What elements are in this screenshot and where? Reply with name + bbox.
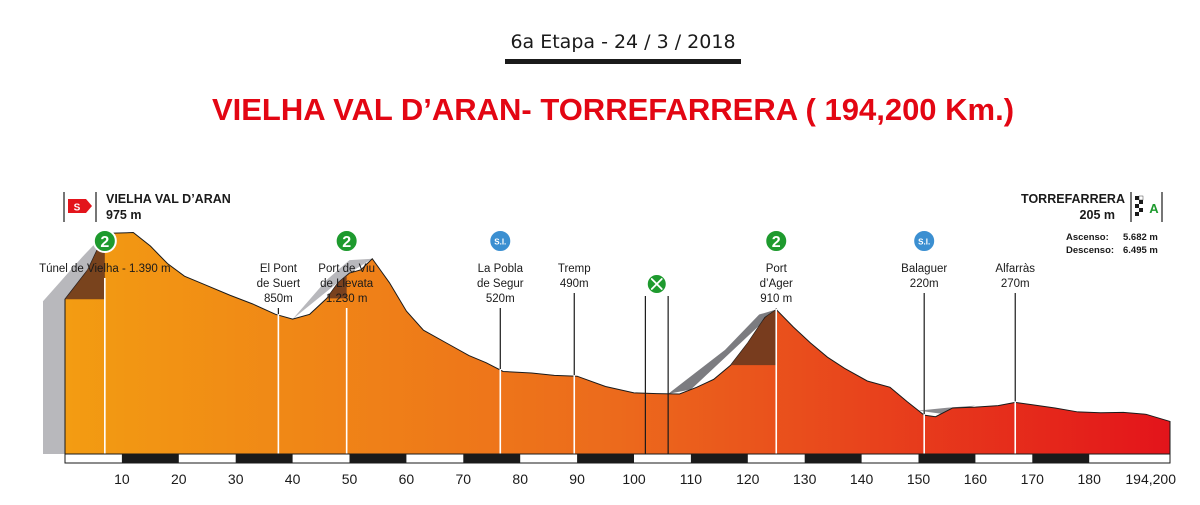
sprint-label: S.I. — [494, 238, 506, 247]
km-axis-segment — [1032, 454, 1090, 463]
descent-label: Descenso: — [1066, 245, 1114, 256]
category-2-climb-icon — [92, 229, 117, 253]
km-tick-label: 50 — [342, 471, 358, 487]
km-tick-label: 110 — [680, 471, 703, 487]
waypoint-label: 850m — [264, 293, 293, 305]
km-tick-label: 90 — [569, 471, 585, 487]
waypoint-label: 220m — [910, 278, 939, 290]
waypoint-label: 270m — [1001, 278, 1030, 290]
finish-chequered-flag-icon — [1135, 195, 1144, 216]
ascent-label: Ascenso: — [1066, 232, 1109, 243]
intermediate-sprint-icon — [488, 229, 513, 253]
finish-altitude: 205 m — [1080, 208, 1115, 222]
start-altitude: 975 m — [106, 208, 141, 222]
finish-block: TORREFARRERA 205 m A Ascenso: 5.682 m De… — [1021, 192, 1163, 256]
finish-badge: A — [1149, 201, 1159, 216]
waypoint-label: Túnel de Vielha - 1.390 m — [39, 263, 170, 275]
climb-category-label: 2 — [100, 234, 109, 251]
category-2-climb-icon — [334, 229, 359, 253]
km-axis-segment — [463, 454, 521, 463]
route-title: VIELHA VAL D’ARAN- TORREFARRERA ( 194,20… — [212, 92, 1014, 127]
km-tick-label: 20 — [171, 471, 187, 487]
km-tick-label: 194,200 — [1125, 471, 1176, 487]
climb-category-label: 2 — [772, 234, 781, 251]
waypoints-layer: Túnel de Vielha - 1.390 m 2 El Pont de Suer… — [39, 229, 1035, 454]
climb-shadow-viu — [326, 275, 347, 299]
climb-category-label: 2 — [342, 234, 351, 251]
waypoint-label: Balaguer — [901, 263, 947, 275]
km-tick-label: 40 — [285, 471, 301, 487]
km-axis-segment — [235, 454, 293, 463]
waypoint-label: La Pobla — [478, 263, 524, 275]
km-tick-label: 130 — [793, 471, 817, 487]
start-city-name: VIELHA VAL D’ARAN — [106, 192, 231, 206]
stage-title-underline — [505, 59, 741, 64]
km-tick-label: 60 — [399, 471, 415, 487]
km-tick-label: 160 — [964, 471, 988, 487]
km-axis-segment — [918, 454, 976, 463]
finish-city-name: TORREFARRERA — [1021, 192, 1125, 206]
start-block: S VIELHA VAL D’ARAN 975 m — [63, 192, 231, 222]
rock-port-dager — [668, 309, 777, 394]
feed-zone-cutlery-icon — [650, 278, 663, 290]
climb-shadow-ager — [730, 309, 777, 366]
waypoint-label: 1.230 m — [326, 293, 368, 305]
km-axis-segment — [349, 454, 407, 463]
km-tick-label: 100 — [622, 471, 646, 487]
waypoint-label: Tremp — [558, 263, 591, 275]
km-axis-segment — [690, 454, 748, 463]
climb-shadow-tunnel — [65, 233, 105, 300]
km-tick-label: 10 — [114, 471, 130, 487]
waypoint-label: d’Ager — [760, 278, 793, 290]
km-axis-segment — [577, 454, 635, 463]
waypoint-label: 910 m — [760, 293, 792, 305]
start-flag-icon — [68, 199, 92, 213]
km-axis: 10 20 30 40 50 60 70 80 90 100 110 120 130 140 150 160 1… — [64, 453, 1176, 487]
waypoint-label: Alfarràs — [995, 263, 1035, 275]
km-tick-label: 80 — [512, 471, 528, 487]
km-tick-label: 180 — [1078, 471, 1102, 487]
descent-value: 6.495 m — [1123, 245, 1158, 256]
ascent-value: 5.682 m — [1123, 232, 1158, 243]
km-tick-label: 30 — [228, 471, 244, 487]
waypoint-label: Port — [766, 263, 788, 275]
waypoint-label: de Segur — [477, 278, 524, 290]
km-tick-label: 170 — [1021, 471, 1045, 487]
stage-title: 6a Etapa - 24 / 3 / 2018 — [510, 31, 735, 53]
start-badge: S — [74, 203, 81, 214]
waypoint-label: de Suert — [257, 278, 301, 290]
intermediate-sprint-icon — [912, 229, 937, 253]
sprint-label: S.I. — [918, 238, 930, 247]
km-axis-segment — [121, 454, 179, 463]
waypoint-label: de Llevata — [320, 278, 374, 290]
km-tick-label: 70 — [456, 471, 472, 487]
km-tick-label: 140 — [850, 471, 874, 487]
waypoint-label: El Pont — [260, 263, 298, 275]
waypoint-label: Port de Viu — [318, 263, 375, 275]
waypoint-label: 490m — [560, 278, 589, 290]
category-2-climb-icon — [764, 229, 789, 253]
km-tick-label: 150 — [907, 471, 931, 487]
km-tick-label: 120 — [736, 471, 760, 487]
waypoint-label: 520m — [486, 293, 515, 305]
climb-shadow-layer — [65, 233, 777, 366]
km-axis-segment — [804, 454, 862, 463]
